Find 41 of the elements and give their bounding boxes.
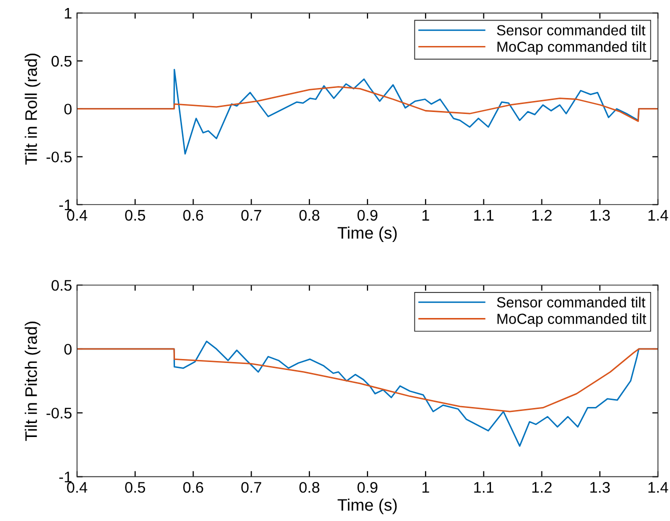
x-tick-label: 0.9 <box>357 482 378 493</box>
x-tick-label: 1.4 <box>648 210 668 221</box>
legend-label: MoCap commanded tilt <box>498 41 646 55</box>
y-tick-label: -1 <box>59 200 72 210</box>
x-tick-label: 0.4 <box>67 482 88 493</box>
x-tick-label: 1.2 <box>532 482 552 493</box>
y-tick-label: -0.5 <box>46 152 72 162</box>
legend-label: Sensor commanded tilt <box>496 296 646 308</box>
x-axis-title: Time (s) <box>338 498 397 514</box>
y-tick-label: 0.5 <box>52 280 72 291</box>
y-tick-label: 0 <box>64 344 72 355</box>
x-tick-label: 0.9 <box>357 210 378 221</box>
x-axis-title: Time (s) <box>338 226 397 242</box>
x-tick-label: 0.8 <box>299 210 320 221</box>
x-tick-label: 1 <box>422 482 430 493</box>
y-axis-title: Tilt in Roll (rad) <box>24 54 40 165</box>
x-tick-label: 0.6 <box>183 210 204 221</box>
y-tick-label: 0.5 <box>52 56 72 67</box>
x-tick-label: 0.7 <box>241 210 262 221</box>
x-tick-label: 1 <box>422 210 430 221</box>
legend-label: MoCap commanded tilt <box>498 313 646 327</box>
y-tick-label: 0 <box>64 104 72 115</box>
legend-label: Sensor commanded tilt <box>496 24 646 36</box>
x-tick-label: 0.5 <box>125 210 146 221</box>
x-tick-label: 1.4 <box>648 482 668 493</box>
x-tick-label: 0.4 <box>67 210 88 221</box>
x-tick-label: 0.5 <box>125 482 146 493</box>
line-series <box>77 86 658 122</box>
x-tick-label: 1.3 <box>590 210 610 221</box>
x-tick-label: 1.3 <box>590 482 610 493</box>
y-tick-label: -0.5 <box>46 408 72 419</box>
y-axis-title: Tilt in Pitch (rad) <box>24 322 40 441</box>
y-tick-label: -1 <box>59 472 72 482</box>
x-tick-label: 1.1 <box>474 210 494 221</box>
y-tick-label: 1 <box>64 8 72 19</box>
x-tick-label: 1.1 <box>474 482 494 493</box>
x-tick-label: 0.7 <box>241 482 262 493</box>
x-tick-label: 0.8 <box>299 482 320 493</box>
x-tick-label: 1.2 <box>532 210 552 221</box>
line-series <box>77 348 658 412</box>
x-tick-label: 0.6 <box>183 482 204 493</box>
